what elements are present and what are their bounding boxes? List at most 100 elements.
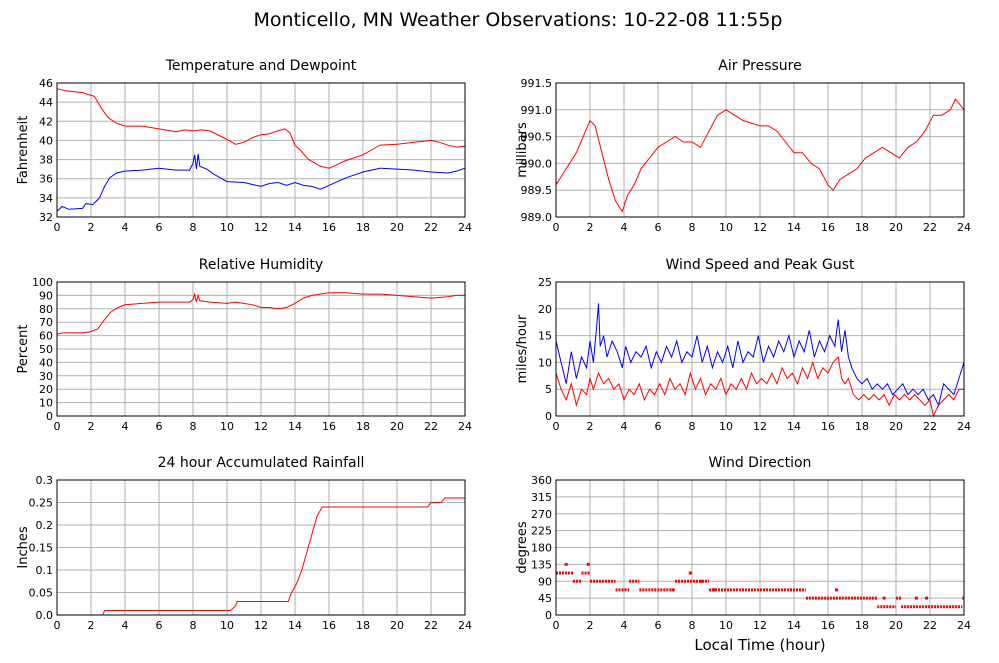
direction-point-4 — [699, 579, 702, 583]
pressure-y-tick-label: 991.5 — [521, 77, 553, 90]
pressure-x-tick-label: 10 — [719, 221, 733, 234]
wind-y-tick-label: 25 — [538, 276, 552, 289]
direction-y-axis-label: degrees — [515, 521, 530, 574]
humidity-y-tick-label: 90 — [39, 289, 53, 302]
humidity-x-tick-label: 14 — [288, 420, 302, 433]
rain-x-tick-label: 6 — [156, 619, 163, 632]
rain-x-tick-label: 14 — [288, 619, 302, 632]
rain-chart-title: 24 hour Accumulated Rainfall — [158, 455, 365, 471]
pressure-x-tick-label: 20 — [889, 221, 903, 234]
pressure-y-tick-label: 990.5 — [521, 131, 553, 144]
humidity-y-tick-label: 100 — [32, 276, 53, 289]
direction-x-tick-label: 2 — [587, 619, 594, 632]
humidity-x-tick-label: 8 — [190, 420, 197, 433]
rain-x-tick-label: 12 — [254, 619, 268, 632]
rain-x-tick-label: 2 — [88, 619, 95, 632]
humidity-plot-frame — [56, 281, 466, 417]
rain-x-tick-label: 4 — [122, 619, 129, 632]
humidity-y-axis-label: Percent — [16, 325, 31, 374]
page-title: Monticello, MN Weather Observations: 10-… — [253, 9, 782, 31]
temp-x-tick-label: 24 — [458, 221, 472, 234]
wind-y-tick-label: 5 — [545, 383, 552, 396]
rain-y-tick-label: 0.15 — [29, 542, 54, 555]
temp-series-line-1 — [56, 153, 466, 212]
humidity-y-tick-label: 10 — [39, 397, 53, 410]
rain-y-tick-label: 0.05 — [29, 587, 54, 600]
wind-plot-frame — [555, 281, 965, 417]
temp-x-tick-label: 2 — [88, 221, 95, 234]
wind-series-line-1 — [555, 355, 964, 418]
temp-x-tick-label: 18 — [356, 221, 370, 234]
humidity-y-tick-label: 30 — [39, 370, 53, 383]
humidity-x-tick-label: 16 — [322, 420, 336, 433]
pressure-x-tick-label: 14 — [787, 221, 801, 234]
pressure-chart-title: Air Pressure — [718, 58, 801, 74]
temp-x-tick-label: 20 — [390, 221, 404, 234]
wind-y-tick-label: 20 — [538, 303, 552, 316]
wind-x-tick-label: 20 — [889, 420, 903, 433]
wind-x-tick-label: 10 — [719, 420, 733, 433]
rain-x-tick-label: 16 — [322, 619, 336, 632]
temp-y-tick-label: 42 — [39, 115, 53, 128]
rain-series-line-0 — [57, 497, 465, 616]
pressure-y-tick-label: 990.0 — [521, 157, 553, 170]
direction-chart-title: Wind Direction — [709, 455, 812, 471]
direction-x-tick-label: 20 — [889, 619, 903, 632]
wind-x-tick-label: 8 — [689, 420, 696, 433]
wind-y-tick-label: 0 — [545, 410, 552, 423]
humidity-y-tick-label: 0 — [46, 410, 53, 423]
humidity-x-tick-label: 10 — [220, 420, 234, 433]
rain-y-tick-label: 0.2 — [36, 519, 54, 532]
temp-x-tick-label: 12 — [254, 221, 268, 234]
direction-x-tick-label: 16 — [821, 619, 835, 632]
humidity-y-tick-label: 70 — [39, 316, 53, 329]
temp-y-tick-label: 34 — [39, 192, 53, 205]
shared-x-axis-label: Local Time (hour) — [694, 636, 825, 654]
temp-x-tick-label: 6 — [156, 221, 163, 234]
wind-y-tick-label: 15 — [538, 330, 552, 343]
direction-y-tick-label: 135 — [531, 558, 552, 571]
wind-x-tick-label: 16 — [821, 420, 835, 433]
temp-y-tick-label: 44 — [39, 96, 53, 109]
pressure-y-axis-label: millibars — [515, 122, 530, 178]
direction-y-tick-label: 90 — [538, 575, 552, 588]
rain-x-tick-label: 22 — [424, 619, 438, 632]
wind-y-axis-label: miles/hour — [515, 314, 530, 383]
direction-x-tick-label: 10 — [719, 619, 733, 632]
direction-x-tick-label: 12 — [753, 619, 767, 632]
direction-x-tick-label: 4 — [621, 619, 628, 632]
rain-y-axis-label: Inches — [16, 526, 31, 568]
wind-x-tick-label: 24 — [957, 420, 971, 433]
direction-point-7 — [882, 596, 886, 600]
direction-y-tick-label: 0 — [545, 609, 552, 622]
rain-x-tick-label: 18 — [356, 619, 370, 632]
humidity-x-tick-label: 20 — [390, 420, 404, 433]
wind-x-tick-label: 12 — [753, 420, 767, 433]
humidity-x-tick-label: 2 — [88, 420, 95, 433]
direction-y-tick-label: 360 — [531, 474, 552, 487]
temp-y-tick-label: 40 — [39, 134, 53, 147]
wind-x-tick-label: 14 — [787, 420, 801, 433]
rain-x-tick-label: 0 — [54, 619, 61, 632]
pressure-x-tick-label: 4 — [621, 221, 628, 234]
wind-x-tick-label: 6 — [655, 420, 662, 433]
direction-x-tick-label: 24 — [957, 619, 971, 632]
pressure-x-tick-label: 18 — [855, 221, 869, 234]
wind-x-tick-label: 4 — [621, 420, 628, 433]
rain-x-tick-label: 24 — [458, 619, 472, 632]
temp-x-tick-label: 0 — [54, 221, 61, 234]
rain-y-tick-label: 0.0 — [36, 609, 54, 622]
humidity-x-tick-label: 4 — [122, 420, 129, 433]
wind-x-tick-label: 0 — [553, 420, 560, 433]
rain-x-tick-label: 8 — [190, 619, 197, 632]
temp-x-tick-label: 4 — [122, 221, 129, 234]
direction-y-tick-label: 225 — [531, 525, 552, 538]
rain-plot-frame — [56, 479, 466, 616]
wind-y-tick-label: 10 — [538, 356, 552, 369]
pressure-plot-frame — [555, 82, 965, 218]
temp-x-tick-label: 16 — [322, 221, 336, 234]
